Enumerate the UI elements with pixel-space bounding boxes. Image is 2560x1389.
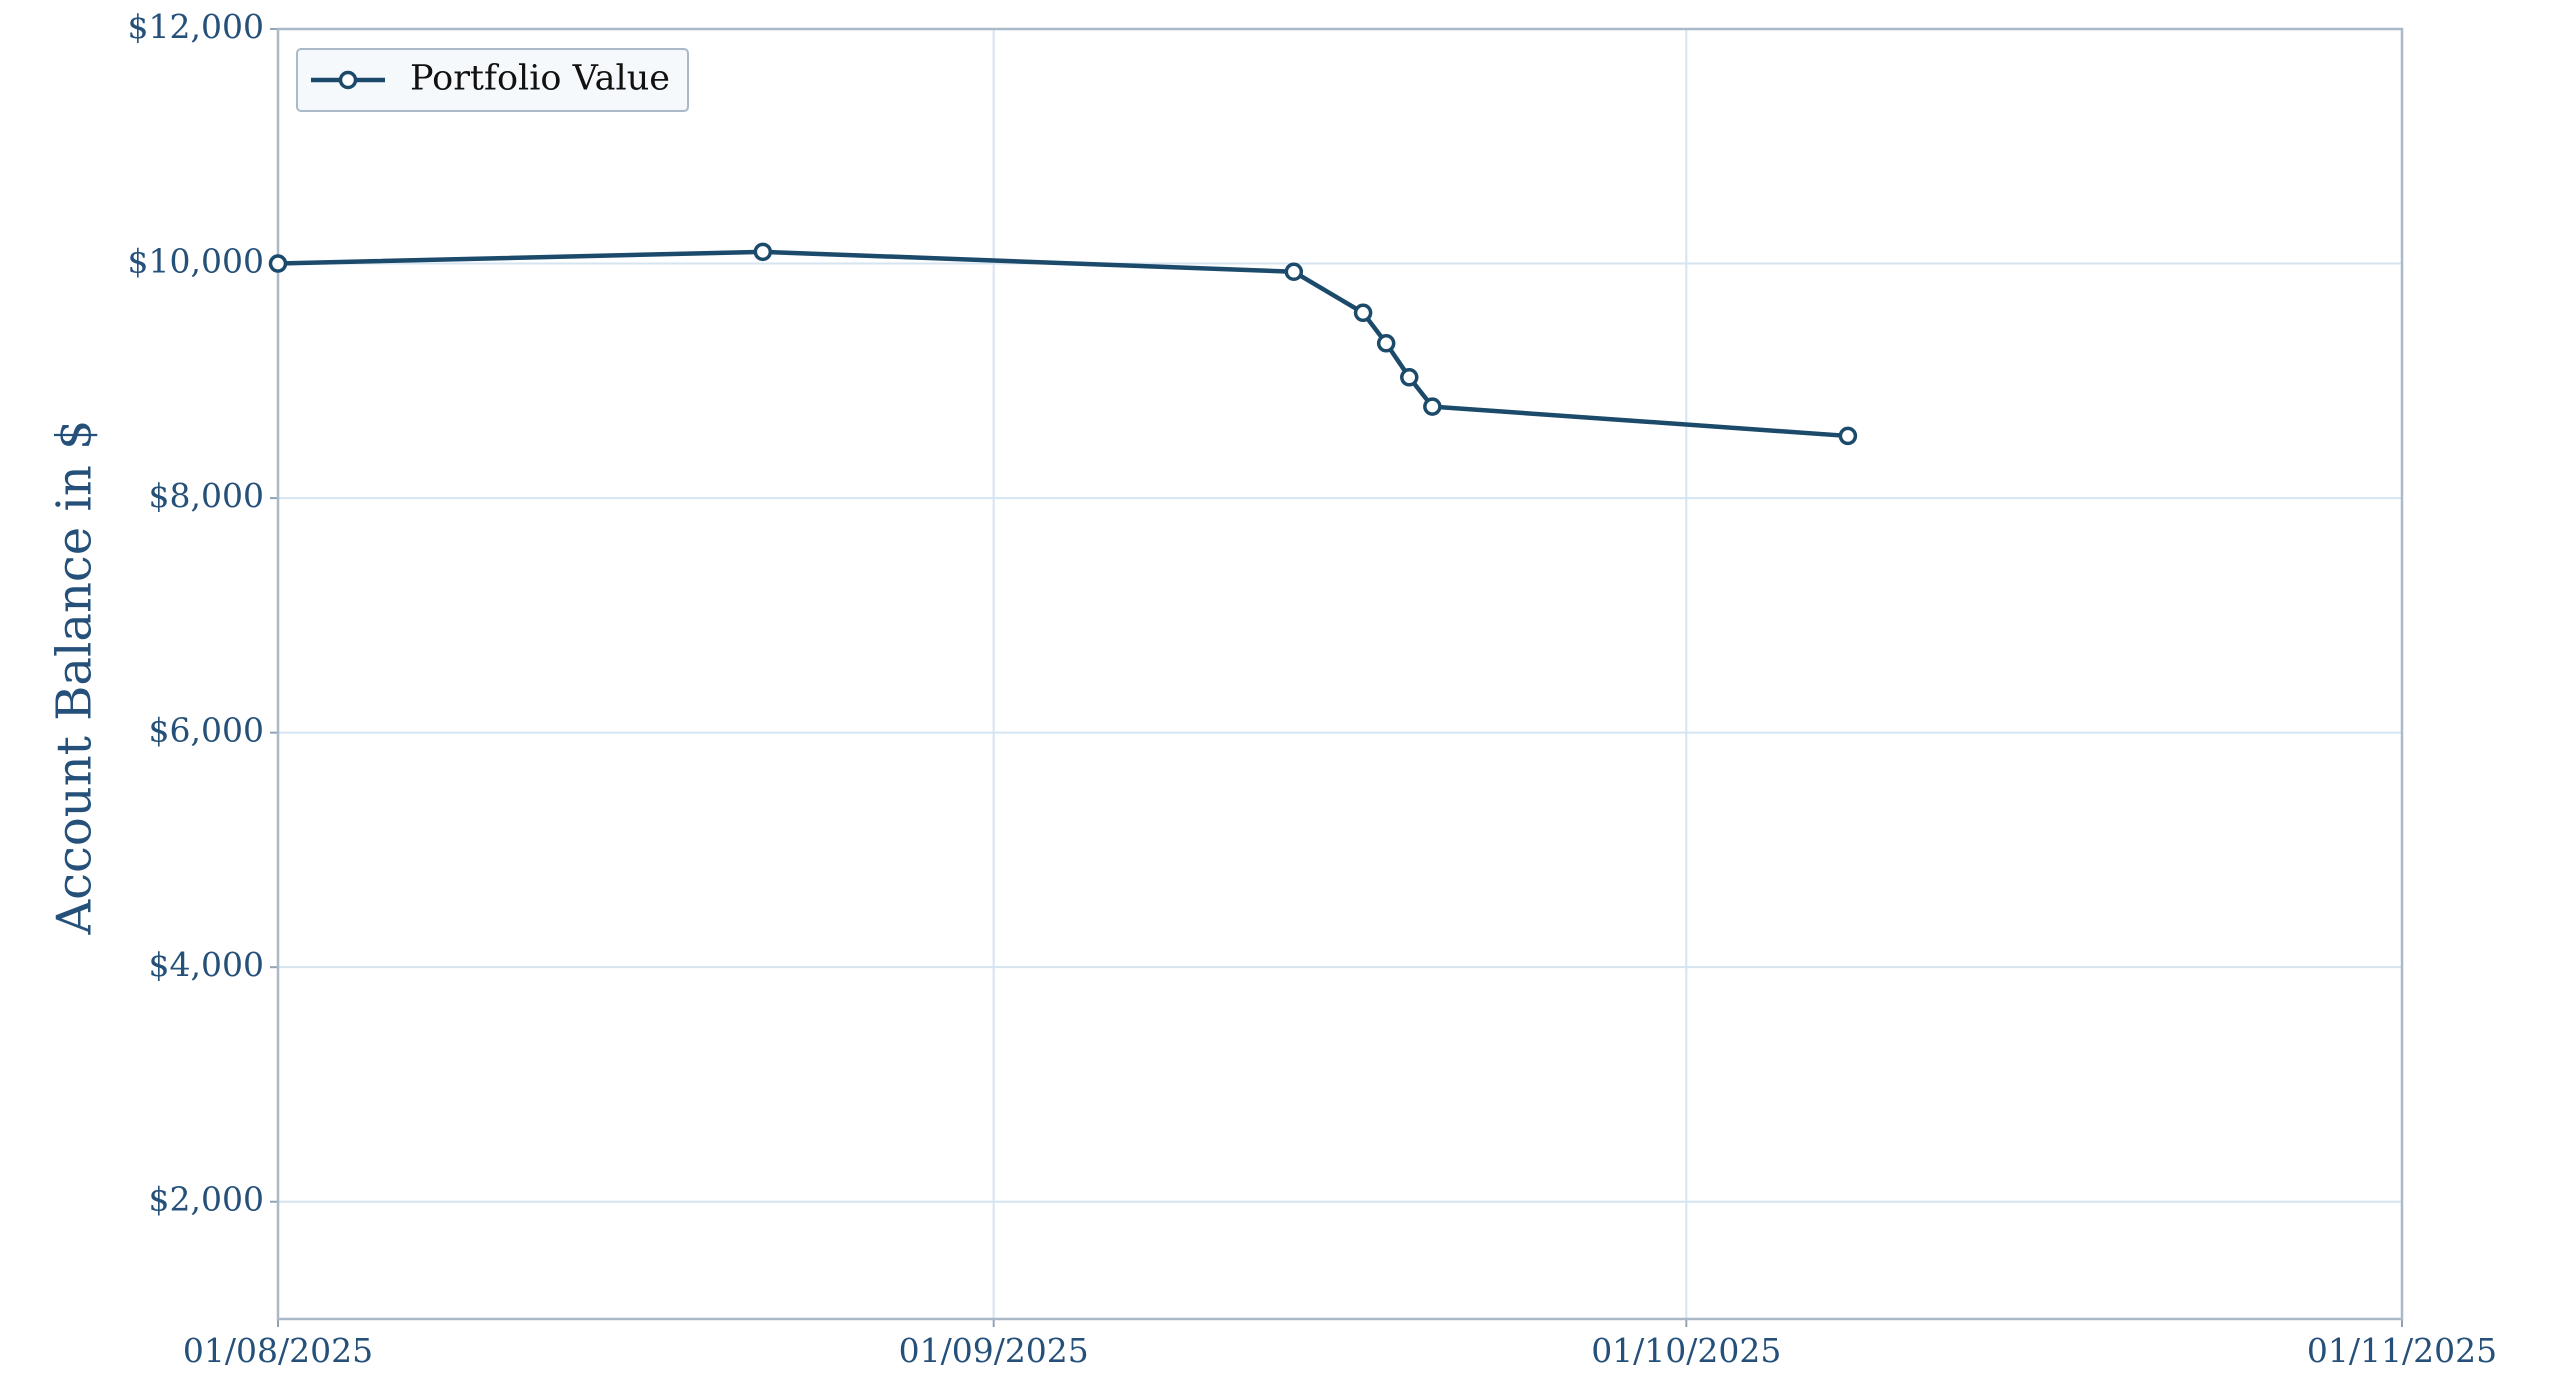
point <box>268 254 288 273</box>
legend: Portfolio Value <box>296 48 689 112</box>
y-tick-label: $6,000 <box>149 711 264 750</box>
y-axis-label: Account Balance in $ <box>47 419 103 935</box>
line <box>277 249 1849 439</box>
x-tick-label: 01/09/2025 <box>899 1331 1089 1370</box>
x-tick-label: 01/10/2025 <box>1591 1331 1781 1370</box>
legend-marker <box>338 70 358 90</box>
point <box>1400 368 1419 387</box>
x-tick-label: 01/08/2025 <box>183 1331 373 1370</box>
y-tick-label: $8,000 <box>149 476 264 515</box>
y-tick-label: $4,000 <box>149 945 264 984</box>
legend-box <box>296 48 689 112</box>
y-tick-label: $2,000 <box>149 1180 264 1219</box>
point <box>1838 426 1858 446</box>
y-tick-label: $12,000 <box>128 7 264 46</box>
point <box>1353 303 1373 323</box>
point <box>1376 334 1396 353</box>
plot-frame <box>276 27 2404 1321</box>
legend-label: Portfolio Value <box>410 59 670 99</box>
point <box>1284 262 1304 282</box>
point <box>1423 397 1442 416</box>
y-tick-label: $10,000 <box>128 242 264 281</box>
point <box>753 242 773 262</box>
x-tick-label: 01/11/2025 <box>2307 1331 2497 1370</box>
